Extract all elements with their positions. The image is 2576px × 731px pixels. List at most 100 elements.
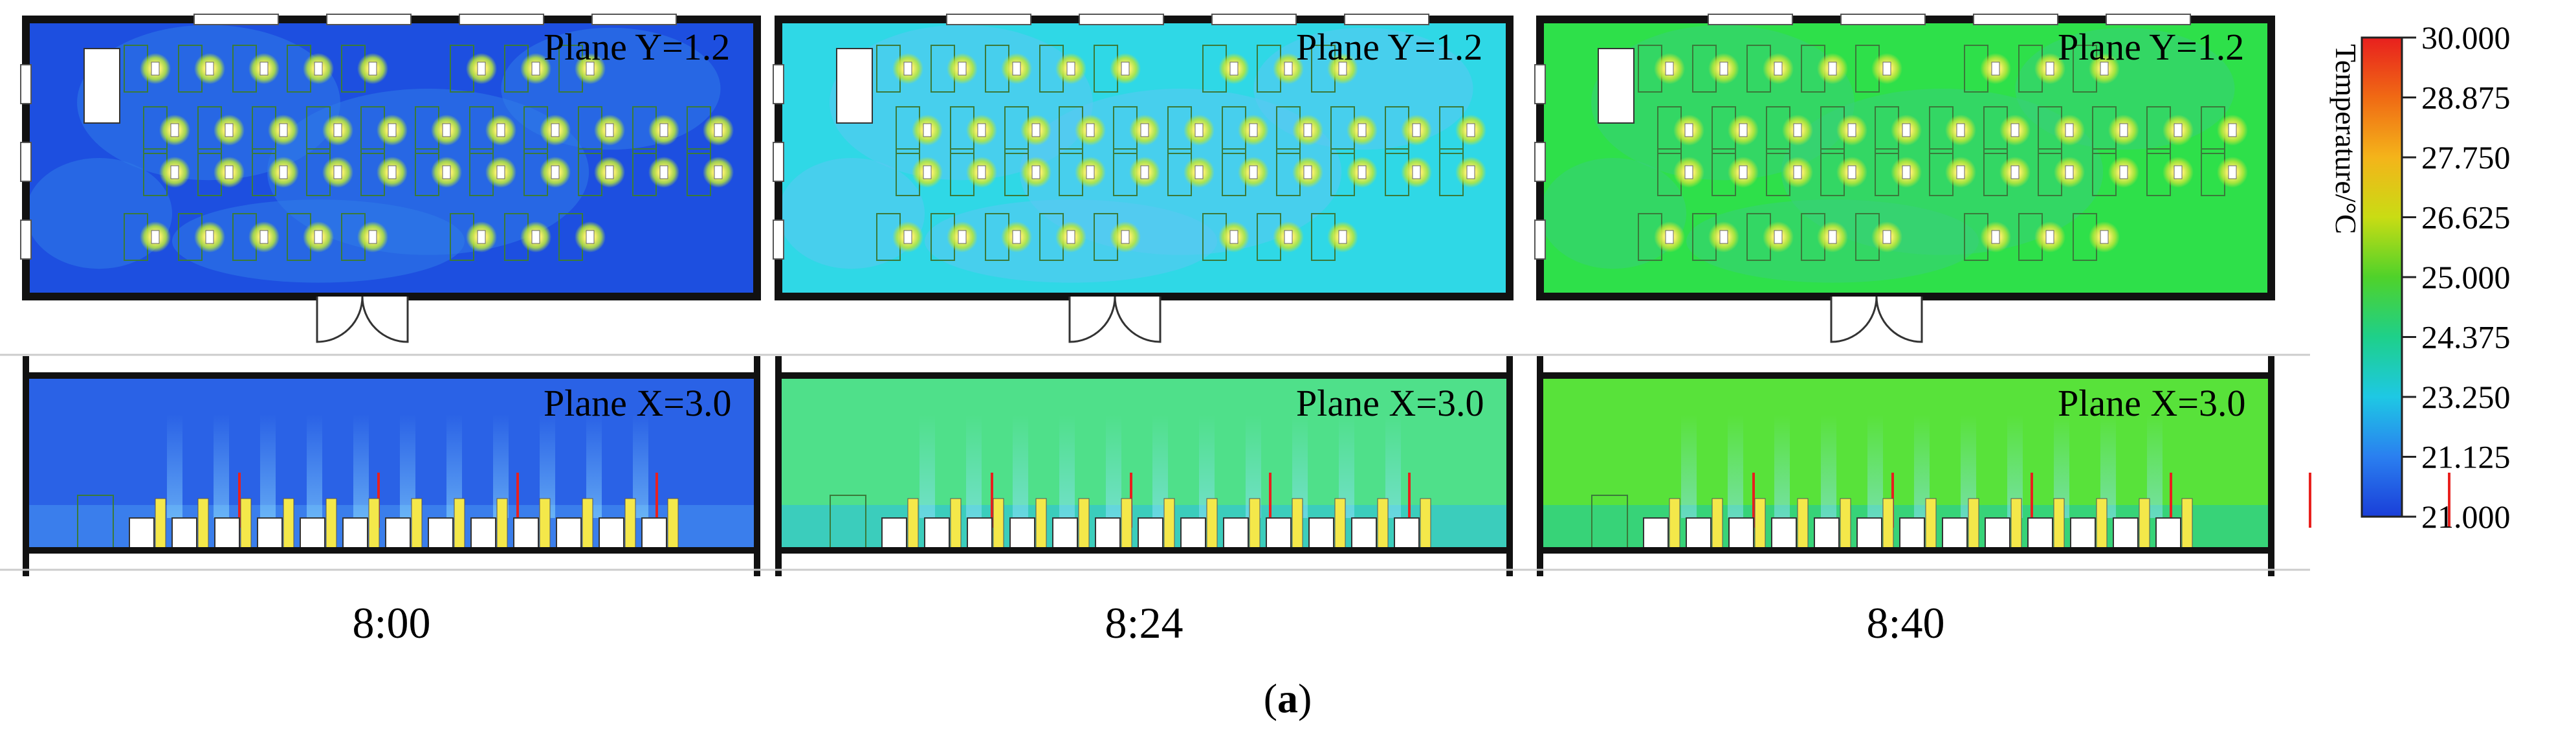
section-occupant (624, 498, 636, 552)
caption-text: (a) (1264, 675, 1312, 721)
occupant-body (259, 62, 269, 76)
occupant-body (2174, 123, 2183, 137)
section-occupant (1206, 498, 1218, 552)
occupant-body (1719, 230, 1728, 244)
occupant-body (903, 62, 912, 76)
occupant-body (1902, 123, 1911, 137)
window (2106, 14, 2191, 25)
section-desk (1942, 517, 1968, 552)
section-occupant (1669, 498, 1680, 552)
section-desk (1728, 517, 1754, 552)
occupant-body (977, 165, 986, 179)
section-desk (1138, 517, 1163, 552)
thermal-plume (1774, 414, 1790, 518)
side-window (773, 64, 784, 104)
occupant-body (388, 123, 397, 137)
occupant-body (1956, 123, 1965, 137)
panel-1: Plane Y=1.2 Plane X=3.0 8:00 (20, 14, 936, 647)
section-occupant (1712, 498, 1723, 552)
occupant-body (2174, 165, 2183, 179)
occupant-body (605, 165, 614, 179)
thermal-plume (1059, 414, 1075, 518)
occupant-body (531, 62, 540, 76)
window (1840, 14, 1926, 25)
legend-tick-label: 21.000 (2421, 499, 2511, 535)
legend-colorbar (2361, 36, 2403, 518)
podium (83, 48, 120, 124)
plan-view: Plane Y=1.2 (20, 14, 761, 343)
occupant-body (279, 165, 288, 179)
plan-plane-label: Plane Y=1.2 (1296, 26, 1482, 68)
occupant-body (1066, 62, 1075, 76)
legend-tick-label: 24.375 (2421, 319, 2511, 355)
section-occupant (993, 498, 1004, 552)
section-occupant (2053, 498, 2065, 552)
door-leaf-left (1068, 296, 1116, 343)
occupant-body (1086, 165, 1095, 179)
occupant-body (1358, 123, 1367, 137)
section-occupant (240, 498, 252, 552)
occupant-body (1774, 230, 1783, 244)
section-occupant (1163, 498, 1175, 552)
plan-plane-label: Plane Y=1.2 (2058, 26, 2244, 68)
door-leaf-left (316, 296, 364, 343)
occupant-body (1229, 62, 1238, 76)
occupant-body (2065, 165, 2074, 179)
door-leaf-right (361, 296, 409, 343)
occupant-body (442, 123, 451, 137)
time-label: 8:00 (353, 598, 431, 647)
occupant-body (279, 123, 288, 137)
window (946, 14, 1031, 25)
section-occupant (1754, 498, 1766, 552)
occupant-body (1774, 62, 1783, 76)
occupant-body (2100, 230, 2109, 244)
legend-tick-label: 25.000 (2421, 259, 2511, 295)
side-window (773, 219, 784, 260)
section-occupant (950, 498, 962, 552)
section-plane-label: Plane X=3.0 (1296, 382, 1484, 424)
occupant-body (1303, 165, 1312, 179)
section-desk (967, 517, 993, 552)
occupant-body (1684, 165, 1693, 179)
side-window (20, 64, 32, 104)
section-desk (1052, 517, 1078, 552)
legend-tick-label: 27.750 (2421, 139, 2511, 175)
occupant-body (2119, 123, 2128, 137)
occupant-body (586, 62, 595, 76)
occupant-body (923, 165, 932, 179)
window (1973, 14, 2058, 25)
side-window (1534, 219, 1546, 260)
section-desk (1095, 517, 1121, 552)
window (1211, 14, 1297, 25)
section-desk (1266, 517, 1292, 552)
occupant-body (714, 123, 723, 137)
section-desk (1351, 517, 1377, 552)
occupant-body (170, 165, 179, 179)
occupant-body (2100, 62, 2109, 76)
figure-caption: (a) (1264, 675, 1312, 721)
occupant-body (1847, 123, 1856, 137)
occupant-body (477, 62, 486, 76)
section-desk (2027, 517, 2053, 552)
occupant-body (1284, 230, 1293, 244)
door-leaf-right (1875, 296, 1923, 343)
section-view: Plane X=3.0 (23, 356, 936, 576)
occupant-body (923, 123, 932, 137)
thermal-plume (966, 414, 982, 518)
occupant-body (1719, 62, 1728, 76)
section-desk (257, 517, 283, 552)
occupant-body (1739, 123, 1748, 137)
occupant-body (1086, 123, 1095, 137)
occupant-body (2045, 62, 2054, 76)
occupant-body (1828, 230, 1837, 244)
occupant-body (1466, 123, 1475, 137)
section-desk (2155, 517, 2181, 552)
section-desk (428, 517, 454, 552)
occupant-body (333, 165, 342, 179)
section-desk (599, 517, 624, 552)
section-occupant (582, 498, 593, 552)
thermal-plume (1106, 414, 1121, 518)
section-occupant (496, 498, 508, 552)
occupant-body (1012, 230, 1021, 244)
